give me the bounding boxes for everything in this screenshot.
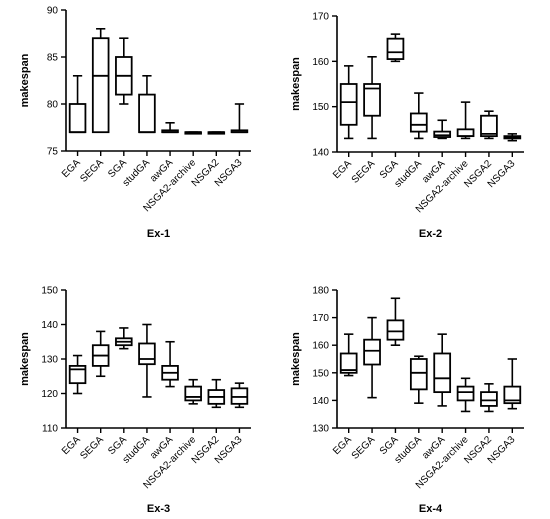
y-tick-label: 110	[42, 424, 58, 435]
box-EGA	[339, 333, 358, 377]
box-studGA	[409, 92, 428, 140]
box-iqr	[339, 352, 358, 374]
y-tick-label: 140	[312, 396, 329, 407]
x-tick-label: studGA	[393, 158, 425, 190]
box-studGA	[138, 323, 156, 398]
y-tick-label: 130	[41, 355, 58, 366]
y-tick-label: 150	[312, 102, 329, 113]
y-tick-label: 160	[312, 341, 329, 352]
box-studGA	[409, 355, 428, 404]
panel-title: Ex-4	[419, 503, 443, 515]
y-axis-title: makespan	[19, 53, 31, 107]
panel-title: Ex-2	[419, 228, 442, 240]
box-awGA	[433, 119, 452, 140]
box-iqr	[456, 128, 475, 138]
box-NSGA3	[503, 358, 522, 410]
box-iqr	[456, 385, 475, 402]
box-NSGA2-archive	[456, 377, 475, 413]
box-iqr	[433, 352, 452, 394]
box-SGA	[386, 33, 405, 63]
box-SGA	[115, 327, 133, 350]
box-NSGA2-archive	[184, 131, 202, 135]
box-EGA	[339, 65, 358, 140]
box-studGA	[138, 75, 156, 134]
box-iqr	[138, 342, 156, 366]
y-tick-label: 80	[47, 100, 59, 111]
y-axis-title: makespan	[19, 332, 31, 386]
box-NSGA2	[480, 110, 498, 140]
y-tick-label: 170	[312, 12, 329, 23]
box-iqr	[503, 385, 522, 405]
y-tick-label: 150	[312, 368, 329, 379]
y-tick-label: 130	[312, 424, 329, 435]
box-iqr	[433, 130, 452, 138]
box-iqr	[363, 83, 381, 117]
box-iqr	[409, 358, 428, 391]
y-tick-label: 85	[47, 53, 59, 64]
box-SEGA	[363, 55, 381, 140]
y-tick-label: 140	[41, 320, 58, 331]
box-SGA	[115, 37, 133, 105]
box-iqr	[184, 385, 202, 402]
x-tick-label: SEGA	[78, 434, 106, 462]
y-tick-label: 140	[312, 148, 329, 159]
box-NSGA3	[230, 382, 249, 409]
box-iqr	[68, 103, 87, 134]
box-iqr	[409, 112, 428, 133]
x-tick-label: SEGA	[78, 157, 106, 185]
y-tick-label: 150	[41, 286, 58, 297]
box-NSGA3	[503, 133, 522, 142]
box-iqr	[91, 37, 110, 134]
y-tick-label: 170	[312, 313, 329, 324]
box-NSGA3	[230, 103, 249, 134]
panel-title: Ex-1	[147, 228, 170, 240]
box-iqr	[480, 391, 498, 407]
x-tick-label: SEGA	[350, 434, 378, 462]
y-tick-label: 160	[312, 57, 329, 68]
box-NSGA2	[480, 383, 498, 413]
y-axis-title: makespan	[290, 332, 302, 386]
y-tick-label: 180	[312, 286, 329, 297]
box-awGA	[433, 333, 452, 407]
box-NSGA2-archive	[456, 101, 475, 140]
box-iqr	[386, 37, 405, 60]
panel-title: Ex-3	[147, 503, 170, 515]
box-SEGA	[363, 316, 381, 399]
box-NSGA2	[207, 131, 226, 135]
y-tick-label: 120	[41, 389, 58, 400]
box-SEGA	[91, 330, 110, 378]
box-iqr	[386, 319, 405, 341]
box-awGA	[161, 340, 179, 388]
x-tick-label: studGA	[393, 434, 425, 466]
box-EGA	[68, 354, 87, 395]
box-iqr	[339, 83, 358, 126]
box-iqr	[138, 93, 156, 134]
box-NSGA2	[207, 378, 226, 409]
box-awGA	[161, 122, 179, 134]
box-SGA	[386, 297, 405, 347]
box-NSGA2-archive	[184, 378, 202, 405]
box-iqr	[480, 114, 498, 138]
y-tick-label: 90	[47, 6, 59, 17]
y-axis-title: makespan	[290, 57, 302, 111]
y-tick-label: 75	[47, 147, 59, 158]
box-iqr	[363, 338, 381, 366]
box-EGA	[68, 75, 87, 134]
x-tick-label: SEGA	[350, 158, 378, 186]
box-SEGA	[91, 27, 110, 134]
